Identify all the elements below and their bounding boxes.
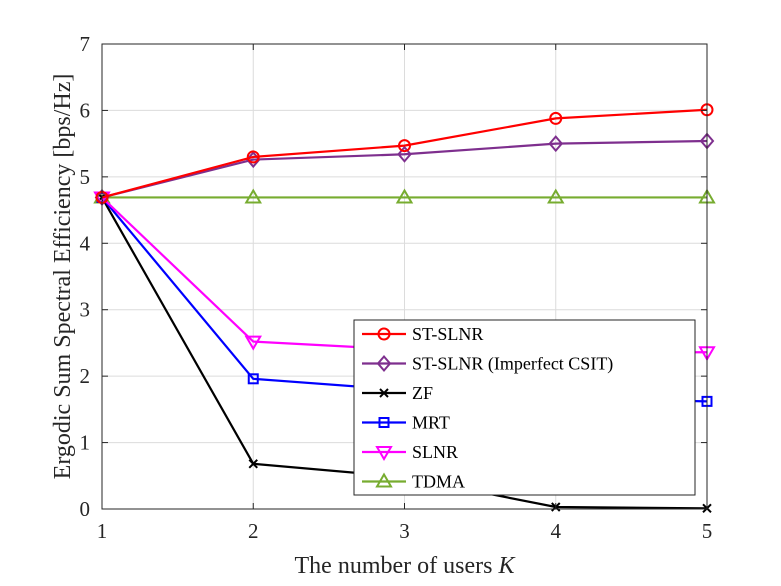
data-point-st-slnr-imperfect-csit xyxy=(397,145,412,163)
y-tick-label: 3 xyxy=(80,298,91,322)
legend-label: ZF xyxy=(412,383,433,403)
x-tick-label: 4 xyxy=(551,519,562,543)
data-point-tdma xyxy=(547,188,565,204)
legend-swatch-marker xyxy=(379,388,389,398)
y-tick-label: 0 xyxy=(80,497,91,521)
legend-label: TDMA xyxy=(412,472,465,492)
legend-label: ST-SLNR (Imperfect CSIT) xyxy=(412,354,613,375)
y-tick-label: 4 xyxy=(80,231,91,255)
legend-label: MRT xyxy=(412,413,450,433)
x-tick-label: 1 xyxy=(97,519,108,543)
series-line-st-slnr xyxy=(101,108,708,199)
data-point-st-slnr xyxy=(549,111,563,125)
legend-item-zf: ZF xyxy=(362,383,433,403)
legend-item-tdma: TDMA xyxy=(362,472,465,492)
data-point-st-slnr-imperfect-csit xyxy=(548,135,564,153)
data-point-st-slnr xyxy=(398,139,411,153)
y-tick-label: 6 xyxy=(80,98,91,122)
data-point-st-slnr xyxy=(246,150,260,164)
x-axis-title-text: The number of users xyxy=(295,553,493,579)
legend-item-st-slnr: ST-SLNR xyxy=(362,324,483,344)
data-point-mrt xyxy=(247,373,259,385)
series-st-slnr xyxy=(95,103,714,204)
data-point-slnr xyxy=(244,335,262,351)
legend-item-mrt: MRT xyxy=(362,413,450,433)
data-point-zf xyxy=(248,459,258,469)
y-tick-label: 7 xyxy=(80,32,91,56)
legend-item-st-slnr-imperfect-csit: ST-SLNR (Imperfect CSIT) xyxy=(362,354,613,375)
series-line-st-slnr-imperfect-csit xyxy=(101,139,708,199)
x-tick-label: 2 xyxy=(248,519,259,543)
x-axis-title-variable: K xyxy=(497,553,516,579)
legend-label: SLNR xyxy=(412,442,458,462)
legend-label: ST-SLNR xyxy=(412,324,483,344)
legend-swatch-marker xyxy=(376,354,392,373)
y-tick-label: 2 xyxy=(80,364,91,388)
legend: ST-SLNR ST-SLNR (Imperfect CSIT) ZF MRT SLNR… xyxy=(353,319,696,496)
legend-box xyxy=(353,319,696,496)
y-axis-title: Ergodic Sum Spectral Efficiency [bps/Hz] xyxy=(50,74,76,480)
legend-swatch-marker xyxy=(378,417,390,428)
data-point-tdma xyxy=(244,188,262,204)
y-axis-label: Ergodic Sum Spectral Efficiency [bps/Hz] xyxy=(50,74,76,480)
y-tick-label: 5 xyxy=(80,165,91,189)
legend-swatch-marker xyxy=(375,472,393,488)
x-tick-label: 5 xyxy=(702,519,713,543)
x-tick-label: 3 xyxy=(399,519,410,543)
y-tick-label: 1 xyxy=(80,431,91,455)
x-axis-title: The number of users K xyxy=(295,553,517,579)
data-point-tdma xyxy=(395,188,414,204)
legend-swatch-marker xyxy=(375,446,393,461)
legend-item-slnr: SLNR xyxy=(362,442,458,462)
legend-swatch-marker xyxy=(377,327,391,341)
